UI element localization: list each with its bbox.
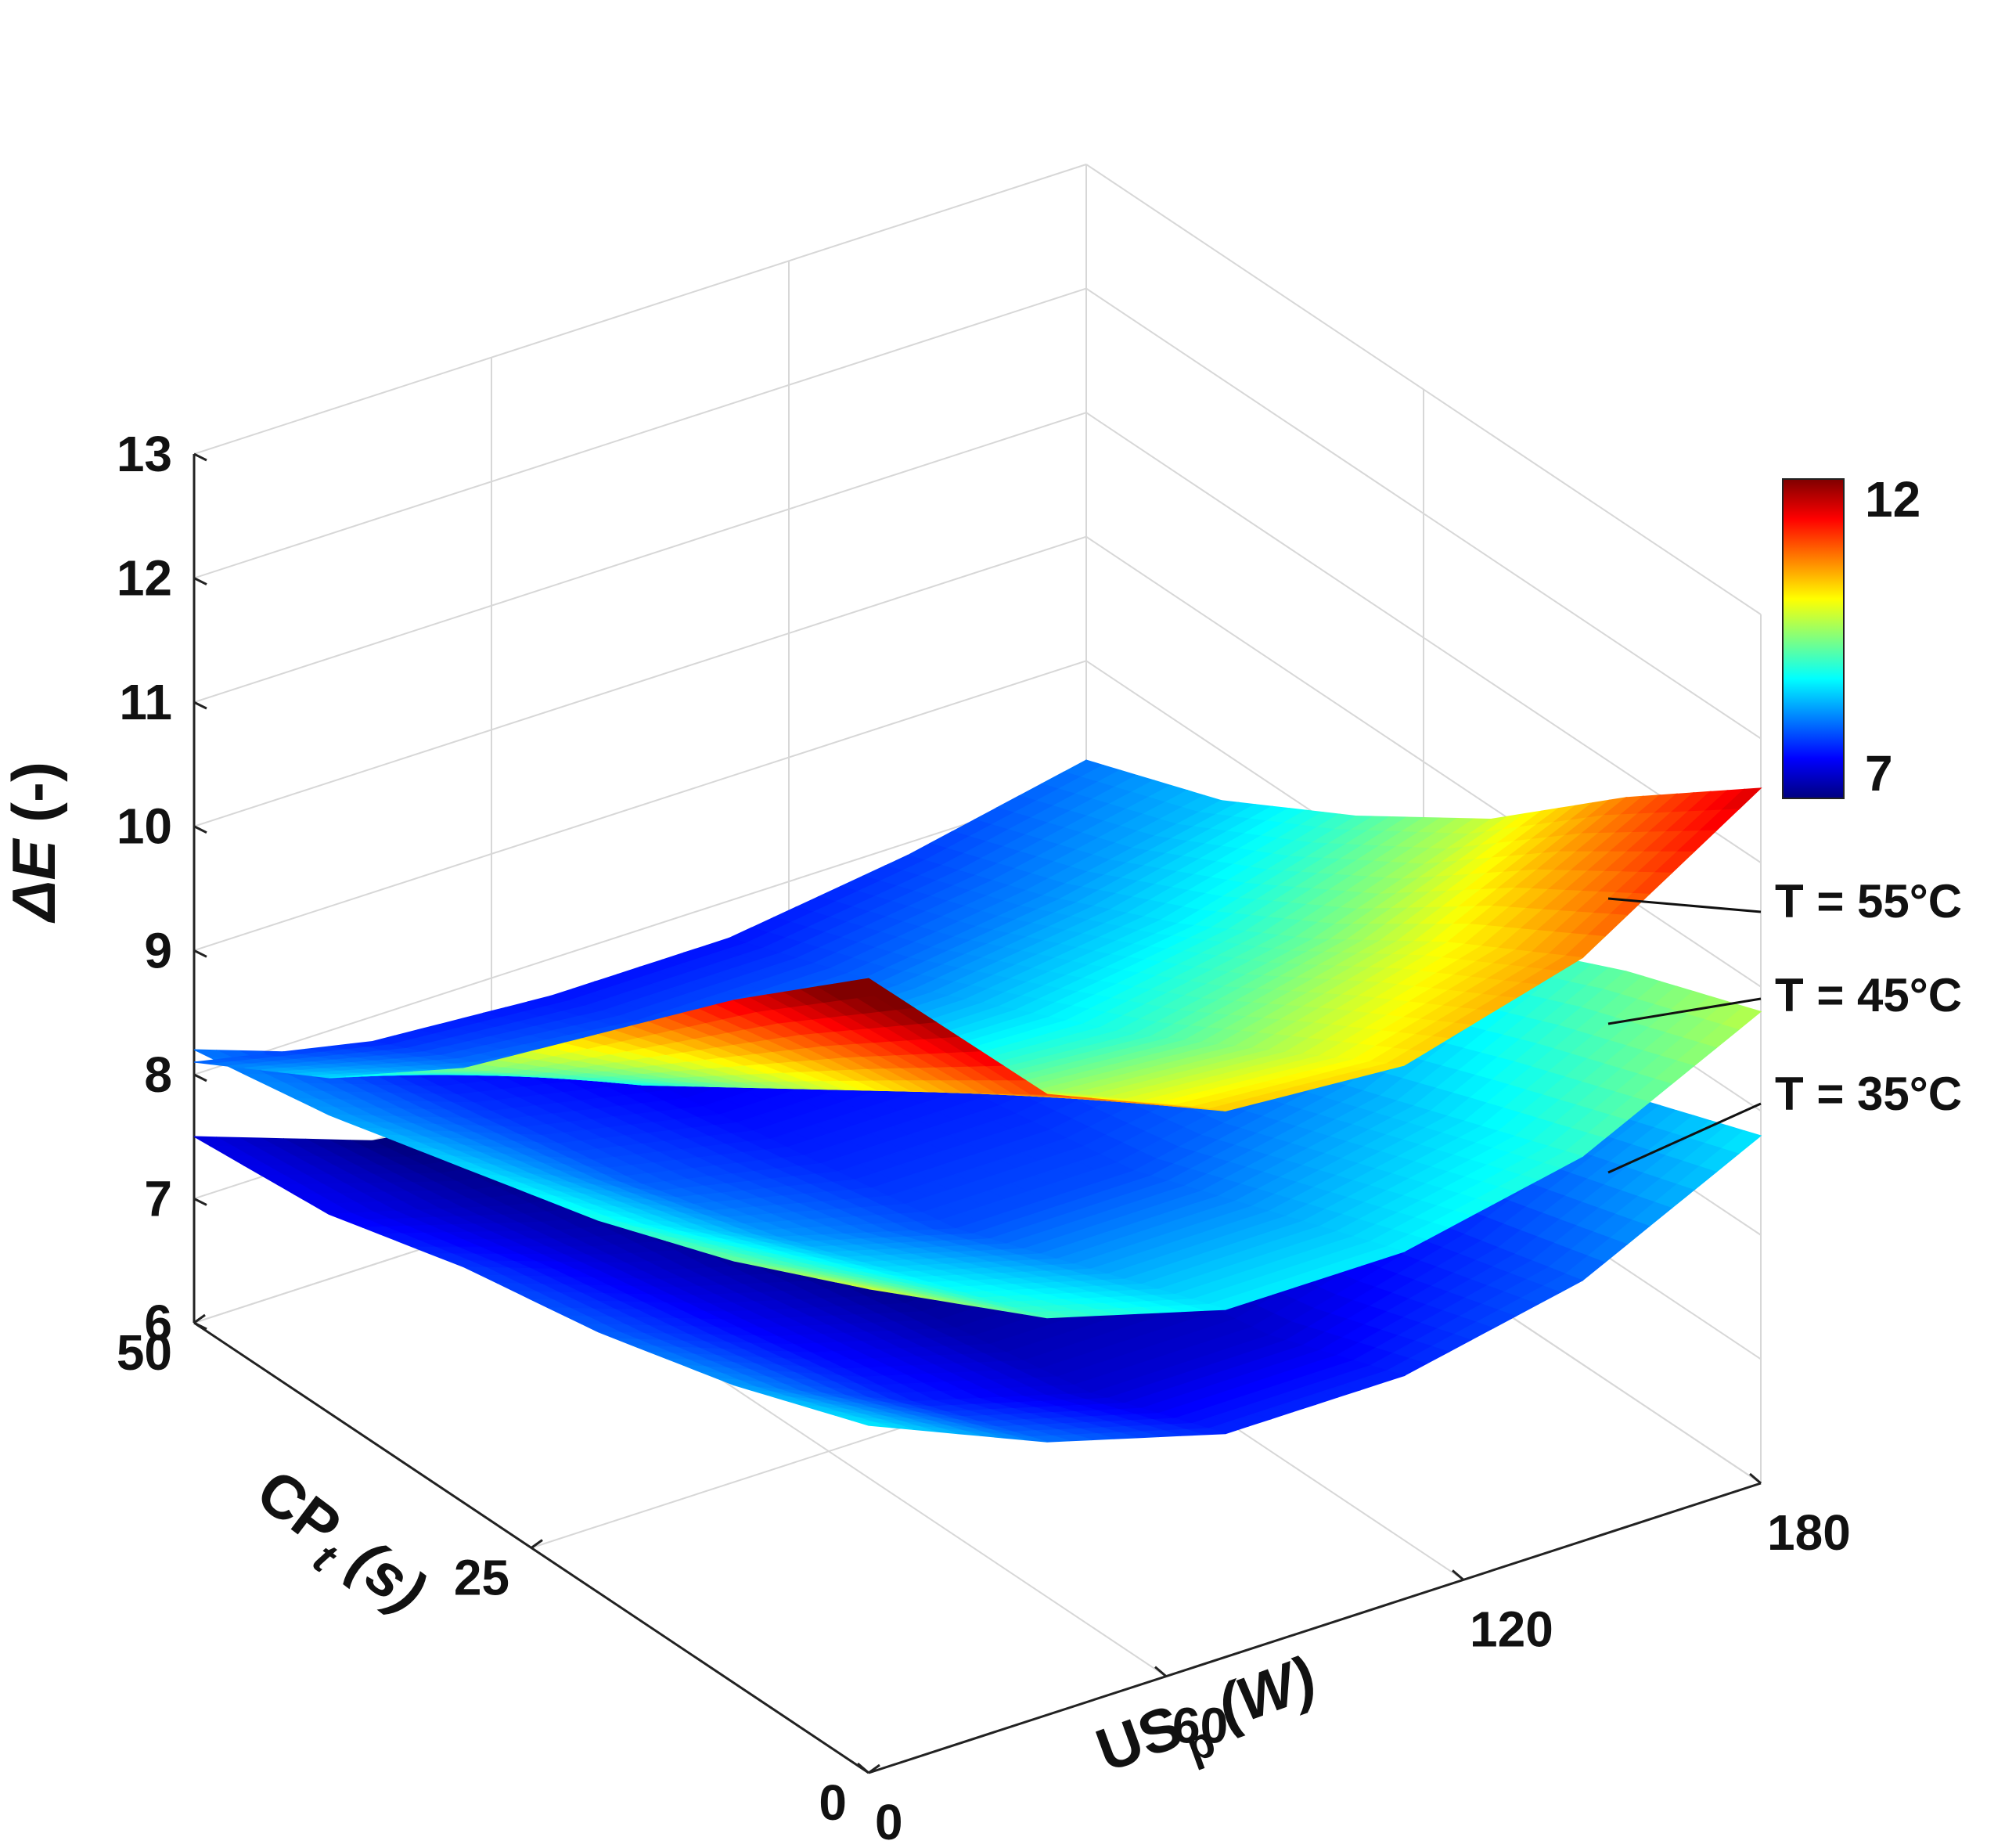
z-tick <box>193 1198 207 1206</box>
surface-patch <box>851 1420 891 1428</box>
z-tick-label: 8 <box>144 1046 172 1103</box>
x-tick-label: 25 <box>454 1550 509 1606</box>
z-tick <box>193 577 207 585</box>
colorbar-max-label: 12 <box>1865 471 1920 528</box>
z-tick <box>193 452 207 462</box>
y-tick-label: 0 <box>875 1794 903 1848</box>
grid-line <box>193 412 1087 704</box>
y-tick-label: 120 <box>1470 1601 1553 1657</box>
callout-label-45: T = 45°C <box>1775 969 1962 1021</box>
callout-label-35: T = 35°C <box>1775 1068 1962 1120</box>
x-tick-label: 50 <box>117 1324 172 1381</box>
callout-label-55: T = 55°C <box>1775 875 1962 928</box>
grid-line <box>193 287 1087 579</box>
colorbar-gradient <box>1782 478 1845 799</box>
z-tick-label: 13 <box>117 426 172 482</box>
x-tick <box>868 1763 880 1774</box>
z-tick <box>193 1321 207 1331</box>
grid-line <box>193 164 1087 455</box>
y-axis-line <box>868 1482 1762 1774</box>
y-axis-label: USp (W) <box>1088 1643 1330 1801</box>
x-tick-label: 0 <box>819 1774 847 1831</box>
z-tick <box>193 949 207 958</box>
x-axis-label: CPt (s) <box>236 1456 438 1637</box>
y-tick <box>857 1762 869 1774</box>
x-tick <box>531 1539 543 1549</box>
z-tick <box>193 825 207 834</box>
z-axis-label: ΔE (-) <box>0 762 68 924</box>
z-tick <box>193 1073 207 1083</box>
colorbar-min-label: 7 <box>1865 745 1893 802</box>
grid-line <box>193 784 1087 1075</box>
z-tick-label: 7 <box>144 1170 172 1227</box>
grid-line <box>193 660 1087 952</box>
z-tick-label: 9 <box>144 922 172 978</box>
y-tick <box>1452 1569 1464 1581</box>
surfaces <box>193 759 1762 1443</box>
z-tick-label: 12 <box>117 550 172 607</box>
z-tick <box>193 701 207 710</box>
y-tick-label: 180 <box>1767 1504 1851 1561</box>
z-tick-label: 11 <box>119 674 172 730</box>
y-tick <box>1749 1472 1762 1485</box>
colorbar: 12 7 <box>1782 471 1920 802</box>
x-tick <box>193 1313 206 1324</box>
y-tick <box>1154 1666 1167 1677</box>
axes <box>193 452 1762 1774</box>
z-tick-label: 10 <box>117 798 172 855</box>
grid-line <box>193 535 1087 827</box>
